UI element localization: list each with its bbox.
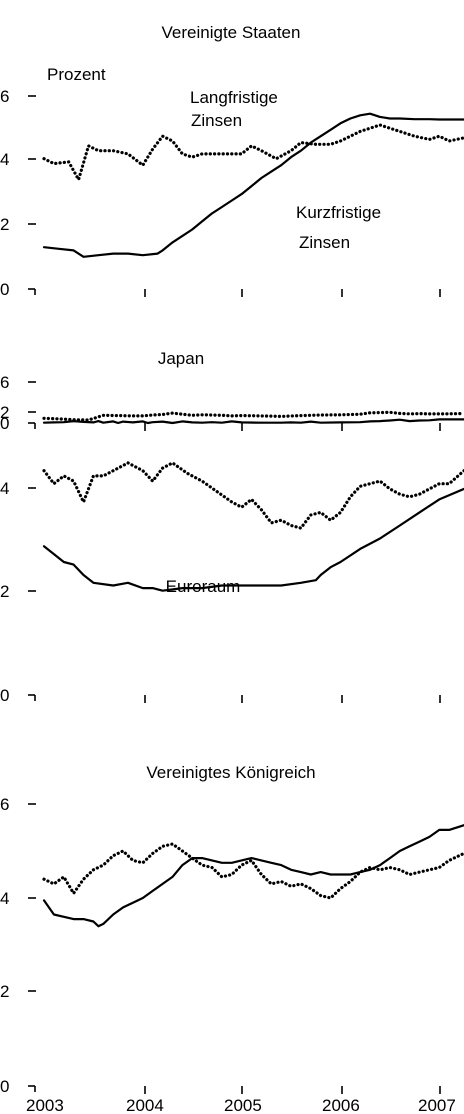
short-term-rate-line [42, 418, 464, 425]
y-tick-label: 2 [0, 982, 9, 1001]
series-annotation: Zinsen [191, 111, 242, 130]
panel-3: Vereinigtes Königreich 0 2 4 6 [0, 763, 464, 1096]
y-tick-label: 2 [0, 215, 9, 234]
y-tick-label: 0 [0, 686, 9, 705]
short-term-rate-line [42, 487, 464, 592]
chart-title: Vereinigtes Königreich [146, 763, 315, 782]
x-tick-label: 2003 [26, 1096, 64, 1114]
y-tick-label: 6 [0, 373, 9, 392]
short-term-rate-line [42, 112, 464, 258]
y-tick-label: 0 [0, 1077, 9, 1096]
y-tick-label: 4 [0, 479, 9, 498]
x-tick-label: 2007 [418, 1096, 456, 1114]
series-annotation: Kurzfristige [296, 203, 381, 222]
panel-0: Vereinigte Staaten 0 2 4 6 Langfristige Zinsen… [0, 23, 464, 299]
series-annotation: Zinsen [299, 233, 350, 252]
y-tick-label: 6 [0, 795, 9, 814]
long-term-rate-line [42, 461, 464, 530]
y-tick-label: 0 [0, 280, 9, 299]
y-tick-label: 4 [0, 889, 9, 908]
chart-title: Euroraum [166, 577, 241, 596]
panel-1: Japan 02 [0, 349, 464, 433]
long-term-rate-line [42, 123, 464, 184]
x-tick-label: 2006 [322, 1096, 360, 1114]
y-tick-label: 0 [0, 414, 9, 433]
x-tick-label: 2005 [224, 1096, 262, 1114]
chart-title: Japan [158, 349, 204, 368]
y-tick-label: 6 [0, 87, 9, 106]
chart-title: Vereinigte Staaten [162, 23, 301, 42]
long-term-rate-line [42, 410, 464, 422]
y-tick-label: 2 [0, 403, 9, 422]
y-tick-label: 4 [0, 150, 9, 169]
y-tick-label: 2 [0, 582, 9, 601]
short-term-rate-line [42, 824, 464, 928]
series-annotation: Langfristige [190, 88, 278, 107]
x-tick-label: 2004 [126, 1096, 164, 1114]
unit-label: Prozent [47, 65, 106, 84]
long-term-rate-line [42, 842, 464, 900]
